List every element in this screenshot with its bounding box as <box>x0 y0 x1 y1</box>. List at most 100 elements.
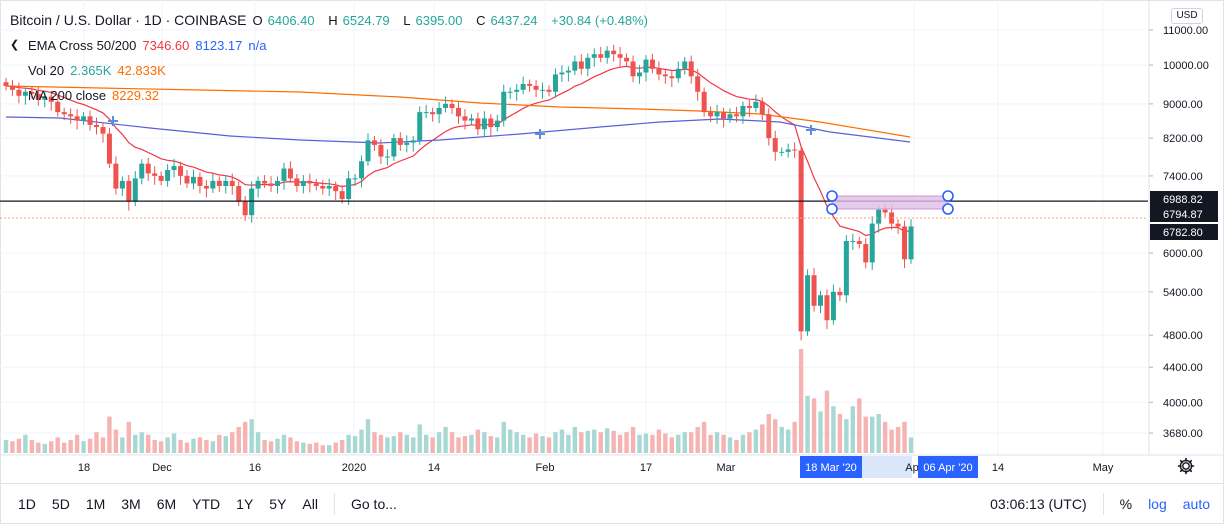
volume-bar <box>378 434 384 453</box>
volume-bar <box>42 443 47 453</box>
toolbar-right: 03:06:13 (UTC) % log auto <box>982 484 1224 524</box>
candle <box>106 127 112 169</box>
volume-bar <box>81 441 86 453</box>
candle <box>281 162 287 190</box>
range-handle[interactable] <box>942 203 954 215</box>
volume-bar <box>773 419 778 453</box>
range-handle[interactable] <box>826 190 838 202</box>
legend-ema-row[interactable]: ❮ EMA Cross 50/200 7346.60 8123.17 n/a <box>10 33 653 58</box>
range-1y[interactable]: 1Y <box>236 496 254 512</box>
candle <box>649 53 655 74</box>
candle <box>591 48 597 67</box>
candle <box>746 100 752 117</box>
range-5d[interactable]: 5D <box>51 496 70 512</box>
volume-bar <box>501 421 506 453</box>
auto-toggle[interactable]: auto <box>1182 496 1210 512</box>
volume-bar <box>837 414 843 453</box>
volume-bar <box>436 432 442 453</box>
volume-bar <box>327 445 332 453</box>
volume-bar <box>682 432 687 453</box>
candle <box>876 205 882 233</box>
currency-button[interactable]: USD <box>1171 8 1203 24</box>
candle <box>585 53 591 77</box>
candle <box>520 76 526 95</box>
goto-button[interactable]: Go to... <box>350 496 397 512</box>
volume-bar <box>456 437 461 453</box>
volume-bar <box>546 437 552 453</box>
time-tick-label: 18 <box>78 462 90 474</box>
volume-bar <box>158 441 164 453</box>
candle <box>74 109 80 130</box>
price-tick-label: 9000.00 <box>1163 99 1203 111</box>
candle <box>378 139 384 164</box>
range-ytd[interactable]: YTD <box>192 496 221 512</box>
time-tick-label: May <box>1093 462 1114 474</box>
toolbar-divider <box>333 493 335 515</box>
volume-bar <box>572 427 578 453</box>
volume-bar <box>734 440 739 453</box>
volume-bar <box>708 434 713 453</box>
range-3m[interactable]: 3M <box>121 496 141 512</box>
price-tick-label: 8200.00 <box>1163 133 1203 145</box>
range-5y[interactable]: 5Y <box>269 496 287 512</box>
time-range-highlight <box>862 456 912 478</box>
legend-vol-row[interactable]: Vol 20 2.365K 42.833K <box>10 58 653 83</box>
gear-icon[interactable] <box>1176 456 1196 476</box>
candle <box>727 108 733 123</box>
range-6m[interactable]: 6M <box>156 496 177 512</box>
candle <box>423 104 429 119</box>
time-tick-label: 14 <box>992 462 1004 474</box>
candle <box>287 161 293 183</box>
symbol-title[interactable]: Bitcoin / U.S. Dollar · 1D · COINBASE <box>10 12 247 28</box>
volume-bar <box>443 427 448 453</box>
range-handle[interactable] <box>942 190 954 202</box>
candle <box>300 175 306 194</box>
candle <box>410 135 416 152</box>
range-handle[interactable] <box>826 203 838 215</box>
volume-bar <box>792 421 797 453</box>
price-chart[interactable]: 11000.00 10000.00 9000.00 8200.00 7400.00 600… <box>0 0 1224 483</box>
candle <box>42 92 48 108</box>
volume-bar <box>520 434 526 453</box>
legend-ma-row[interactable]: MA 200 close 8229.32 <box>10 83 653 108</box>
candle <box>430 107 436 122</box>
volume-bar <box>482 432 487 453</box>
volume-bar <box>637 434 642 453</box>
candle <box>740 101 746 124</box>
ohlc-values: O 6406.40 H 6524.79 L 6395.00 C 6437.24 +30.… <box>253 8 654 33</box>
candle <box>55 94 61 117</box>
volume-bar <box>385 437 390 453</box>
time-tick-label: Feb <box>536 462 555 474</box>
candle <box>766 108 772 146</box>
candle <box>843 235 849 303</box>
volume-bar <box>10 441 15 453</box>
candle <box>772 130 778 161</box>
volume-bar <box>107 416 112 453</box>
percent-toggle[interactable]: % <box>1119 496 1133 512</box>
utc-clock[interactable]: 03:06:13 (UTC) <box>990 496 1087 512</box>
candle <box>320 180 326 195</box>
candle <box>494 114 500 132</box>
volume-bar <box>204 440 209 453</box>
collapse-chevron-icon[interactable]: ❮ <box>10 39 20 51</box>
candle <box>695 69 701 101</box>
range-all[interactable]: All <box>302 496 318 512</box>
candle <box>216 176 222 192</box>
volume-bar <box>604 428 610 453</box>
ohlc-low: L 6395.00 <box>403 13 463 28</box>
candle <box>436 102 442 124</box>
candle <box>178 161 184 185</box>
volume-bar <box>870 416 875 453</box>
volume-bar <box>540 436 545 453</box>
log-toggle[interactable]: log <box>1148 496 1167 512</box>
range-1d[interactable]: 1D <box>18 496 36 512</box>
volume-bar <box>236 427 241 453</box>
candle <box>902 220 908 269</box>
volume-bar <box>113 429 119 453</box>
candle <box>546 85 552 97</box>
volume-bar <box>850 406 856 453</box>
volume-bar <box>462 436 468 453</box>
range-1m[interactable]: 1M <box>85 496 106 512</box>
volume-bar <box>23 434 28 453</box>
volume-bar <box>495 437 500 453</box>
